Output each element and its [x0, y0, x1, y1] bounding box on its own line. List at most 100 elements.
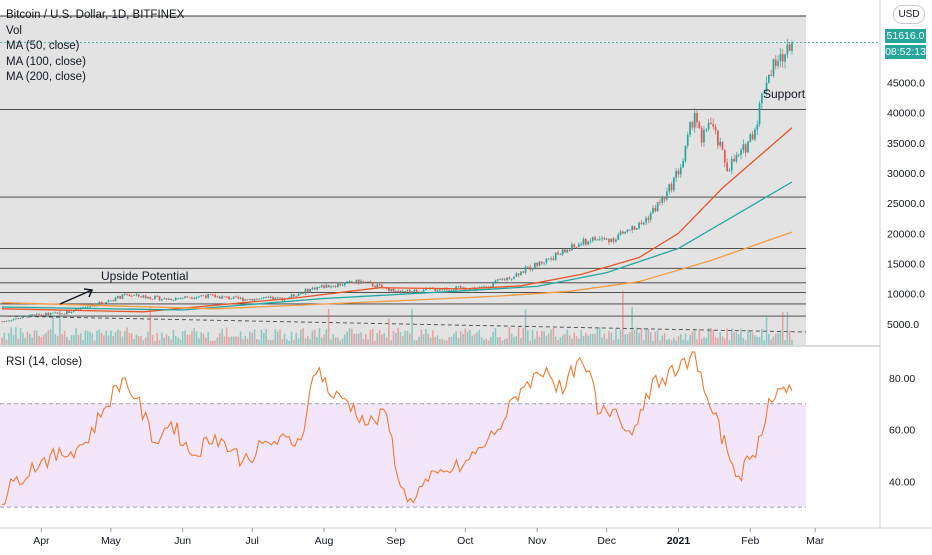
candle-body[interactable]: [740, 149, 742, 155]
candle-body[interactable]: [772, 59, 775, 76]
candle-body[interactable]: [179, 298, 182, 299]
candle-body[interactable]: [638, 222, 640, 229]
candle-body[interactable]: [406, 289, 409, 291]
candle-body[interactable]: [413, 289, 416, 292]
candle-body[interactable]: [163, 298, 166, 300]
candle-body[interactable]: [337, 283, 339, 288]
candle-body[interactable]: [295, 296, 298, 297]
candle-body[interactable]: [450, 290, 453, 292]
candle-body[interactable]: [619, 231, 622, 235]
candle-body[interactable]: [457, 286, 460, 288]
candle-body[interactable]: [260, 298, 263, 300]
rsi-line[interactable]: [1, 351, 793, 506]
candle-body[interactable]: [350, 281, 353, 283]
candle-body[interactable]: [770, 74, 772, 76]
candle-body[interactable]: [360, 280, 362, 284]
candle-body[interactable]: [262, 297, 265, 299]
candle-body[interactable]: [666, 191, 668, 200]
candle-body[interactable]: [573, 244, 576, 247]
candle-body[interactable]: [133, 295, 135, 296]
candle-body[interactable]: [536, 262, 539, 266]
candle-body[interactable]: [693, 112, 696, 128]
candle-body[interactable]: [302, 293, 305, 294]
legend-ma100[interactable]: MA (100, close): [6, 55, 86, 68]
candle-body[interactable]: [496, 279, 499, 281]
legend-ma50[interactable]: MA (50, close): [6, 40, 80, 52]
candle-body[interactable]: [686, 134, 689, 146]
candle-body[interactable]: [779, 54, 782, 62]
candle-body[interactable]: [232, 296, 235, 299]
candle-body[interactable]: [45, 312, 47, 316]
candle-body[interactable]: [561, 249, 564, 255]
candle-body[interactable]: [98, 302, 101, 306]
candle-body[interactable]: [388, 288, 390, 292]
candle-body[interactable]: [700, 128, 703, 143]
candle-body[interactable]: [357, 279, 360, 284]
candle-body[interactable]: [63, 314, 66, 315]
candle-body[interactable]: [214, 294, 216, 298]
candle-body[interactable]: [242, 297, 244, 301]
candle-body[interactable]: [422, 290, 425, 293]
candle-body[interactable]: [158, 296, 161, 301]
candle-body[interactable]: [527, 266, 529, 268]
candle-body[interactable]: [288, 297, 291, 299]
candle-body[interactable]: [52, 312, 54, 314]
candle-body[interactable]: [540, 261, 543, 264]
candle-body[interactable]: [522, 271, 525, 273]
candle-body[interactable]: [520, 271, 522, 276]
candle-body[interactable]: [515, 273, 518, 277]
candle-body[interactable]: [12, 319, 15, 321]
candle-body[interactable]: [513, 276, 515, 279]
candle-body[interactable]: [735, 155, 738, 162]
candle-body[interactable]: [66, 311, 68, 315]
candle-body[interactable]: [309, 289, 311, 293]
candle-body[interactable]: [251, 299, 254, 301]
candle-body[interactable]: [77, 308, 80, 310]
candle-body[interactable]: [571, 244, 573, 251]
candle-body[interactable]: [710, 122, 712, 125]
candle-body[interactable]: [246, 299, 249, 301]
candle-body[interactable]: [223, 296, 226, 298]
candle-body[interactable]: [320, 285, 323, 287]
legend-vol[interactable]: Vol: [6, 24, 22, 37]
candle-body[interactable]: [172, 299, 175, 301]
candle-body[interactable]: [763, 91, 766, 94]
candle-body[interactable]: [418, 291, 420, 293]
candle-body[interactable]: [774, 59, 777, 66]
candle-body[interactable]: [557, 252, 559, 255]
candle-body[interactable]: [533, 262, 536, 269]
candle-body[interactable]: [529, 266, 532, 270]
candle-body[interactable]: [154, 296, 156, 300]
candle-body[interactable]: [330, 286, 332, 288]
candle-body[interactable]: [100, 302, 103, 304]
candle-body[interactable]: [510, 278, 513, 280]
candle-body[interactable]: [253, 298, 256, 301]
candle-body[interactable]: [218, 296, 221, 299]
candle-body[interactable]: [200, 295, 203, 297]
ma200-line[interactable]: [1, 231, 793, 310]
candle-body[interactable]: [276, 297, 279, 299]
candle-body[interactable]: [610, 238, 613, 243]
candle-body[interactable]: [728, 170, 731, 172]
candle-body[interactable]: [390, 289, 393, 292]
candle-body[interactable]: [411, 291, 413, 294]
candle-body[interactable]: [142, 295, 145, 298]
candle-body[interactable]: [255, 298, 258, 300]
candle-body[interactable]: [777, 61, 779, 66]
candle-body[interactable]: [22, 316, 24, 319]
candle-body[interactable]: [8, 320, 10, 322]
candle-body[interactable]: [135, 294, 138, 296]
candle-body[interactable]: [300, 293, 302, 294]
candle-body[interactable]: [114, 297, 117, 302]
candle-body[interactable]: [86, 306, 89, 308]
candle-body[interactable]: [306, 288, 309, 293]
candle-body[interactable]: [624, 231, 627, 234]
candle-body[interactable]: [42, 314, 45, 316]
descending-trendline[interactable]: [0, 315, 807, 333]
candle-body[interactable]: [677, 171, 680, 175]
candle-body[interactable]: [184, 296, 186, 298]
candle-body[interactable]: [730, 158, 733, 171]
candle-body[interactable]: [381, 285, 383, 288]
candle-body[interactable]: [751, 134, 754, 140]
candle-body[interactable]: [483, 286, 485, 288]
